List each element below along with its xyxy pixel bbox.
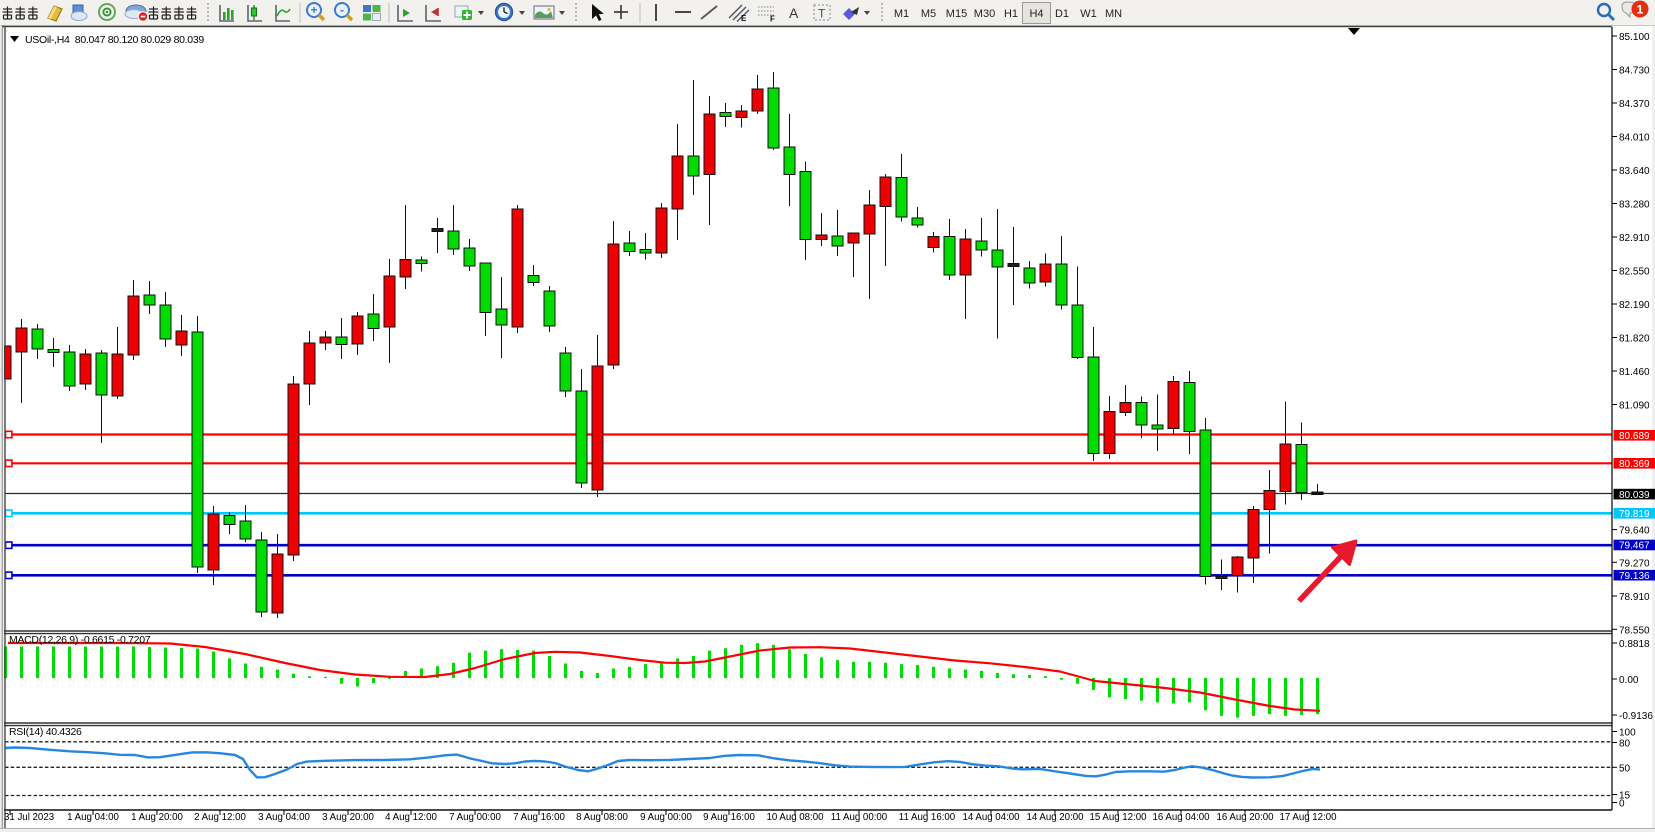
- svg-text:82.550: 82.550: [1619, 267, 1650, 278]
- svg-text:100: 100: [1619, 728, 1636, 739]
- svg-text:H4: H4: [1029, 8, 1043, 20]
- svg-text:0.8818: 0.8818: [1619, 639, 1650, 650]
- svg-text:79.640: 79.640: [1619, 526, 1650, 537]
- svg-text:1 Aug 20:00: 1 Aug 20:00: [131, 812, 183, 823]
- svg-text:83.640: 83.640: [1619, 166, 1650, 177]
- svg-text:79.136: 79.136: [1619, 571, 1650, 582]
- svg-text:15 Aug 12:00: 15 Aug 12:00: [1089, 812, 1147, 823]
- svg-text:4 Aug 12:00: 4 Aug 12:00: [385, 812, 437, 823]
- svg-text:9 Aug 00:00: 9 Aug 00:00: [640, 812, 692, 823]
- svg-text:84.010: 84.010: [1619, 133, 1650, 144]
- svg-text:84.370: 84.370: [1619, 99, 1650, 110]
- svg-text:50: 50: [1619, 763, 1631, 774]
- svg-text:80.689: 80.689: [1619, 431, 1650, 442]
- svg-text:14 Aug 04:00: 14 Aug 04:00: [962, 812, 1020, 823]
- svg-text:79.270: 79.270: [1619, 558, 1650, 569]
- svg-text:80.039: 80.039: [1619, 490, 1650, 501]
- svg-text:-: -: [340, 3, 344, 17]
- svg-text:0: 0: [1619, 799, 1625, 810]
- svg-text:W1: W1: [1080, 8, 1097, 20]
- svg-text:H1: H1: [1004, 8, 1018, 20]
- svg-text:14 Aug 20:00: 14 Aug 20:00: [1026, 812, 1084, 823]
- svg-text:F: F: [770, 15, 775, 24]
- svg-text:E: E: [741, 14, 747, 23]
- svg-text:A: A: [789, 5, 799, 21]
- svg-text:80: 80: [1619, 739, 1631, 750]
- svg-text:3 Aug 20:00: 3 Aug 20:00: [322, 812, 374, 823]
- svg-text:11 Aug 00:00: 11 Aug 00:00: [831, 812, 888, 823]
- svg-text:79.819: 79.819: [1619, 509, 1650, 520]
- svg-text:79.467: 79.467: [1619, 541, 1650, 552]
- svg-text:2 Aug 12:00: 2 Aug 12:00: [194, 812, 246, 823]
- svg-text:16 Aug 20:00: 16 Aug 20:00: [1216, 812, 1274, 823]
- svg-text:10 Aug 08:00: 10 Aug 08:00: [766, 812, 824, 823]
- svg-text:RSI(14) 40.4326: RSI(14) 40.4326: [9, 726, 82, 738]
- svg-text:9 Aug 16:00: 9 Aug 16:00: [703, 812, 755, 823]
- svg-text:7 Aug 16:00: 7 Aug 16:00: [513, 812, 565, 823]
- svg-text:84.730: 84.730: [1619, 66, 1650, 77]
- svg-text:83.280: 83.280: [1619, 200, 1650, 211]
- svg-text:80.369: 80.369: [1619, 459, 1650, 470]
- svg-text:11 Aug 16:00: 11 Aug 16:00: [899, 812, 956, 823]
- svg-text:81.820: 81.820: [1619, 334, 1650, 345]
- svg-text:31 Jul 2023: 31 Jul 2023: [4, 812, 54, 823]
- svg-text:17 Aug 12:00: 17 Aug 12:00: [1279, 812, 1337, 823]
- svg-text:T: T: [818, 7, 826, 21]
- svg-text:7 Aug 00:00: 7 Aug 00:00: [449, 812, 501, 823]
- svg-text:M30: M30: [974, 8, 995, 20]
- svg-text:16 Aug 04:00: 16 Aug 04:00: [1152, 812, 1210, 823]
- svg-text:0.00: 0.00: [1619, 675, 1639, 686]
- svg-text:1 Aug 04:00: 1 Aug 04:00: [67, 812, 119, 823]
- svg-text:78.910: 78.910: [1619, 592, 1650, 603]
- svg-text:+: +: [310, 3, 317, 17]
- svg-text:USOil-,H4 80.047 80.120 80.02: USOil-,H4 80.047 80.120 80.029 80.039: [25, 34, 204, 46]
- svg-text:M15: M15: [946, 8, 967, 20]
- svg-text:81.460: 81.460: [1619, 367, 1650, 378]
- svg-text:78.550: 78.550: [1619, 625, 1650, 636]
- svg-text:1: 1: [1637, 3, 1644, 17]
- svg-text:82.910: 82.910: [1619, 233, 1650, 244]
- svg-text:3 Aug 04:00: 3 Aug 04:00: [258, 812, 310, 823]
- svg-text:M1: M1: [894, 8, 909, 20]
- svg-text:MACD(12,26,9) -0.6615 -0.7207: MACD(12,26,9) -0.6615 -0.7207: [9, 634, 151, 646]
- svg-text:MN: MN: [1105, 8, 1122, 20]
- svg-text:D1: D1: [1055, 8, 1069, 20]
- svg-text:-0.9136: -0.9136: [1619, 711, 1653, 722]
- svg-text:M5: M5: [921, 8, 936, 20]
- svg-text:8 Aug 08:00: 8 Aug 08:00: [576, 812, 628, 823]
- svg-text:85.100: 85.100: [1619, 32, 1650, 43]
- svg-text:15: 15: [1619, 791, 1631, 802]
- svg-text:81.090: 81.090: [1619, 401, 1650, 412]
- svg-text:82.190: 82.190: [1619, 300, 1650, 311]
